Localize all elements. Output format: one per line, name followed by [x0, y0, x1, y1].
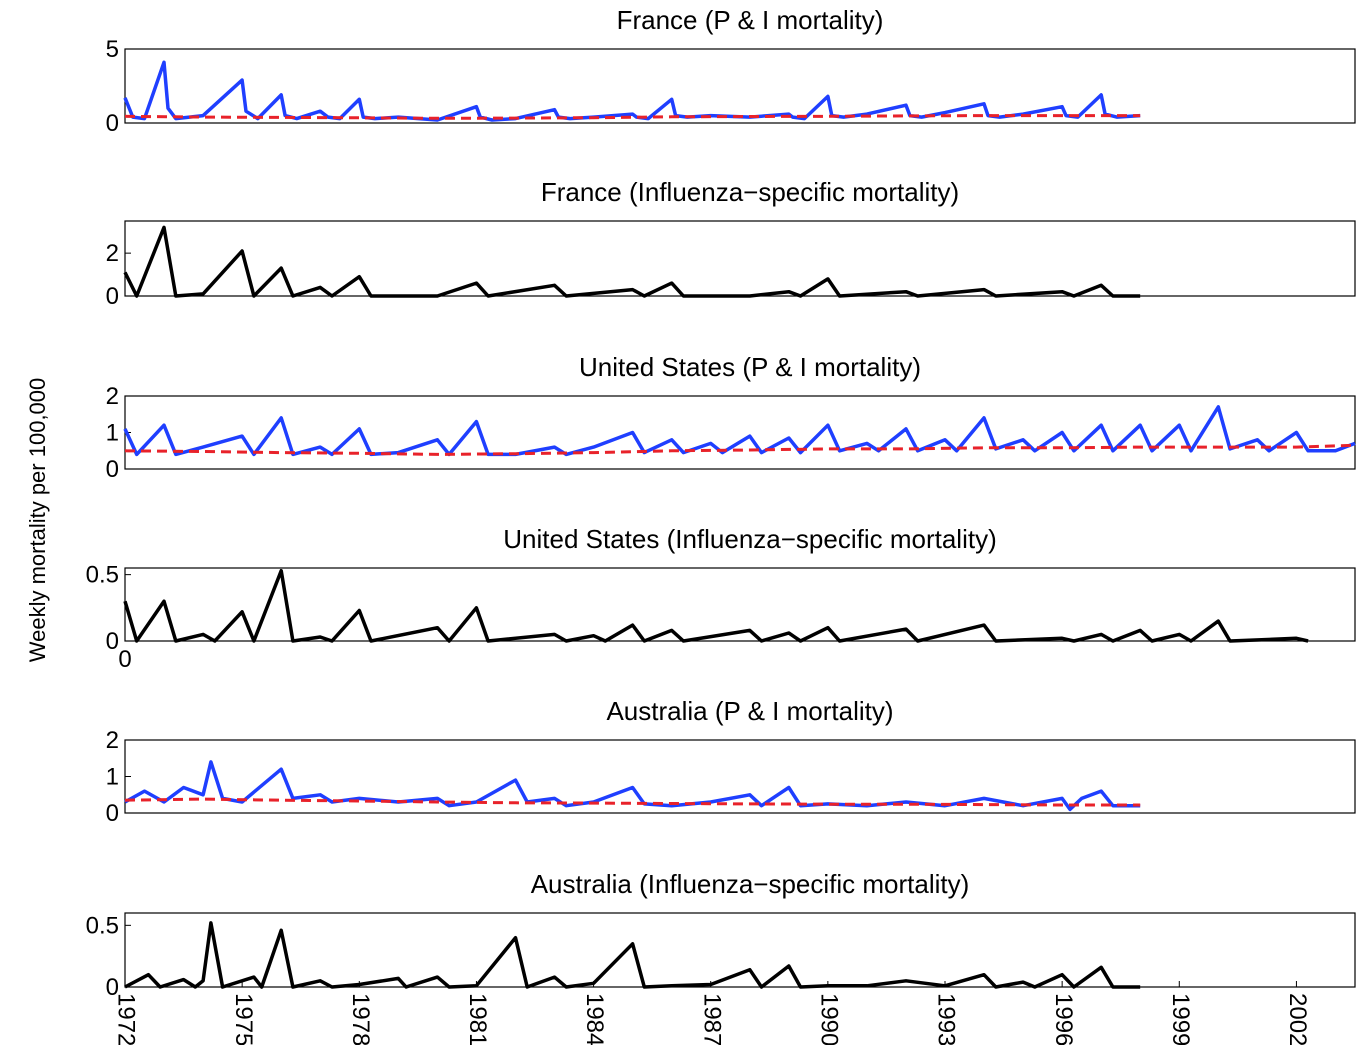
series-line-1	[123, 225, 1141, 298]
x-tick-label: 1975	[230, 993, 257, 1045]
plot-frame	[124, 912, 1356, 988]
panel-title: United States (P & I mortality)	[579, 352, 921, 382]
series-line-2	[124, 797, 1141, 807]
series-line-1	[124, 760, 1141, 812]
y-tick-label: 2	[106, 240, 119, 267]
panel-6: Australia (Influenza−specific mortality)…	[86, 869, 1356, 1045]
x-tick-label: 1987	[698, 993, 725, 1045]
series-line-1	[123, 60, 1141, 122]
panel-4: United States (Influenza−specific mortal…	[86, 524, 1356, 673]
y-tick-label: 0	[106, 974, 119, 1001]
x-tick-label: 1981	[464, 993, 491, 1045]
panel-3: United States (P & I mortality) 0 1 2	[106, 352, 1356, 483]
y-tick-label: 0.5	[86, 912, 119, 939]
x-tick-label: 1999	[1167, 993, 1194, 1045]
y-tick-label: 1	[106, 420, 119, 447]
series-line-1	[124, 921, 1141, 989]
y-tick-label: 2	[106, 727, 119, 754]
x-tick-label: 1972	[113, 993, 140, 1045]
panel-5: Australia (P & I mortality) 0 1 2	[106, 696, 1356, 827]
y-tick-label: 0	[106, 800, 119, 827]
series-line-1	[123, 568, 1309, 643]
panel-2: France (Influenza−specific mortality) 0 2	[106, 177, 1356, 310]
x-tick-label: 1984	[581, 993, 608, 1045]
y-tick-label: 0	[106, 283, 119, 310]
panel-title: Australia (P & I mortality)	[606, 696, 893, 726]
panel-title: France (P & I mortality)	[617, 5, 884, 35]
y-tick-label: 0.5	[86, 562, 119, 589]
x-tick-label: 1996	[1050, 993, 1077, 1045]
series-line-2	[124, 114, 1141, 120]
panel-annotation: 0	[118, 646, 131, 673]
plot-frame	[124, 739, 1356, 814]
x-tick-label: 1990	[816, 993, 843, 1045]
plot-frame	[124, 567, 1356, 642]
y-tick-label: 5	[106, 36, 119, 63]
y-tick-label: 0	[106, 456, 119, 483]
y-tick-label: 2	[106, 383, 119, 410]
series-line-2	[124, 443, 1356, 456]
y-axis-label: Weekly mortality per 100,000	[25, 378, 50, 663]
y-tick-label: 0	[106, 628, 119, 655]
plot-frame	[124, 48, 1356, 124]
x-tick-label: 2002	[1284, 993, 1311, 1045]
panel-1: France (P & I mortality) 0 5	[106, 5, 1356, 137]
panel-title: Australia (Influenza−specific mortality)	[531, 869, 970, 899]
plot-frame	[124, 220, 1356, 297]
panel-title: United States (Influenza−specific mortal…	[503, 524, 997, 554]
panel-title: France (Influenza−specific mortality)	[541, 177, 959, 207]
y-tick-label: 0	[106, 110, 119, 137]
x-tick-label: 1993	[933, 993, 960, 1045]
x-tick-label: 1978	[347, 993, 374, 1045]
y-tick-label: 1	[106, 764, 119, 791]
